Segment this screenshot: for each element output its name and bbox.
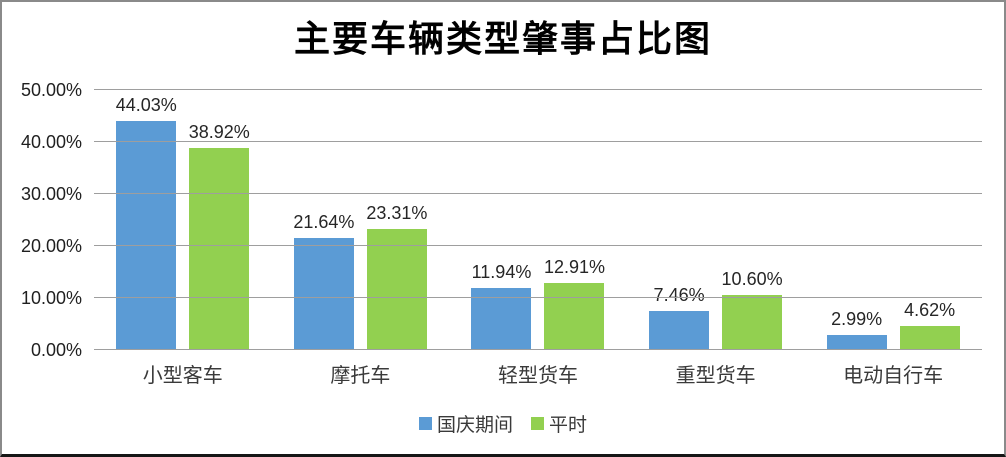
bar-group-c1: 21.64% 23.31% bbox=[272, 90, 450, 350]
legend: 国庆期间 平时 bbox=[2, 410, 1004, 437]
bar-value-label: 23.31% bbox=[366, 202, 428, 223]
bar-s0-c3: 7.46% bbox=[649, 285, 710, 350]
y-axis-tick-label: 30.00% bbox=[20, 184, 82, 204]
bar-s0-c1: 21.64% bbox=[293, 212, 354, 350]
gridline bbox=[94, 141, 982, 142]
x-axis-category-label: 重型货车 bbox=[675, 365, 756, 387]
x-axis-category-label: 轻型货车 bbox=[497, 365, 578, 387]
plot-area: 44.03% 38.92% 21.64% 23.31% 11.94% 12.91% 7.46… bbox=[94, 89, 982, 350]
bar-group-c2: 11.94% 12.91% bbox=[449, 90, 627, 350]
bar-s1-c2: 12.91% bbox=[544, 257, 605, 350]
bar-value-label: 2.99% bbox=[831, 308, 883, 329]
legend-swatch-icon bbox=[418, 417, 432, 430]
bar-value-label: 44.03% bbox=[115, 95, 177, 115]
bar-value-label: 4.62% bbox=[904, 300, 956, 320]
bar-group-c0: 44.03% 38.92% bbox=[94, 90, 272, 350]
legend-swatch-icon bbox=[531, 417, 544, 430]
x-axis-category-label: 电动自行车 bbox=[843, 365, 944, 387]
bar-s1-c3: 10.60% bbox=[722, 269, 783, 350]
bar-value-label: 21.64% bbox=[293, 211, 355, 232]
bar-value-label: 7.46% bbox=[653, 285, 705, 306]
x-axis-labels: 小型客车 摩托车 轻型货车 重型货车 电动自行车 bbox=[94, 359, 982, 388]
chart-title: 主要车辆类型肇事占比图 bbox=[293, 18, 712, 60]
bar-s0-c2: 11.94% bbox=[471, 262, 532, 350]
x-axis-category-label: 摩托车 bbox=[330, 365, 391, 387]
x-axis-category-label: 小型客车 bbox=[142, 365, 223, 387]
bar-group-c4: 2.99% 4.62% bbox=[804, 90, 982, 350]
y-axis-tick-label: 20.00% bbox=[20, 236, 82, 256]
gridline bbox=[94, 193, 982, 194]
bar-value-label: 10.60% bbox=[721, 268, 783, 289]
legend-label: 国庆期间 bbox=[436, 415, 513, 436]
bar-value-label: 11.94% bbox=[471, 261, 532, 282]
legend-item-s1: 平时 bbox=[531, 410, 587, 437]
bar-s1-c4: 4.62% bbox=[899, 300, 960, 350]
gridline bbox=[94, 245, 982, 246]
bar-value-label: 38.92% bbox=[188, 121, 250, 142]
bar-value-label: 12.91% bbox=[543, 256, 606, 277]
bar-group-c3: 7.46% 10.60% bbox=[627, 90, 805, 350]
bar-s1-c1: 23.31% bbox=[366, 203, 427, 350]
y-axis-tick-label: 10.00% bbox=[20, 288, 82, 308]
gridline bbox=[94, 297, 982, 298]
bars-layer: 44.03% 38.92% 21.64% 23.31% 11.94% 12.91% 7.46… bbox=[94, 90, 982, 350]
y-axis-tick-label: 50.00% bbox=[20, 80, 82, 100]
gridline bbox=[94, 89, 982, 90]
y-axis-tick-label: 0.00% bbox=[30, 340, 82, 360]
bar-s1-c0: 38.92% bbox=[189, 122, 250, 350]
x-axis-line bbox=[94, 349, 982, 350]
bar-s0-c0: 44.03% bbox=[116, 95, 177, 350]
legend-item-s0: 国庆期间 bbox=[418, 410, 513, 437]
legend-label: 平时 bbox=[549, 415, 588, 436]
bar-s0-c4: 2.99% bbox=[826, 309, 887, 350]
y-axis-tick-label: 40.00% bbox=[20, 132, 82, 152]
